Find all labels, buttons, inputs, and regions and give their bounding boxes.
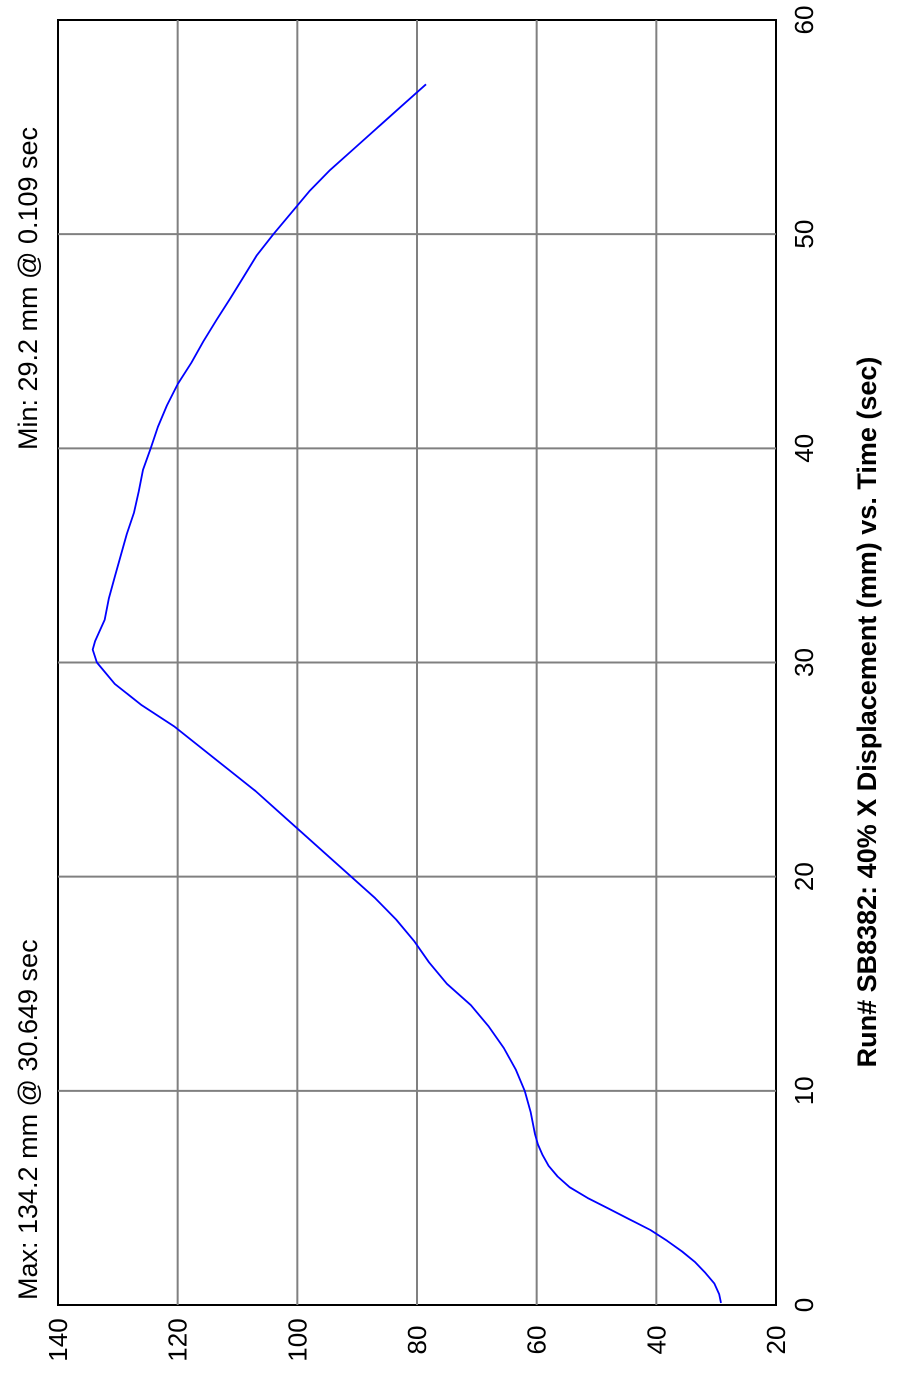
y-tick-label: 140 xyxy=(43,1318,73,1361)
max-annotation: Max: 134.2 mm @ 30.649 sec xyxy=(13,939,43,1300)
tick-labels: 0 10 20 30 40 50 60 20 40 60 80 100 120 140 xyxy=(43,6,819,1362)
x-tick-label: 30 xyxy=(789,648,819,677)
y-tick-label: 120 xyxy=(163,1318,193,1361)
min-annotation: Min: 29.2 mm @ 0.109 sec xyxy=(13,127,43,450)
series-line-0 xyxy=(91,83,722,1304)
x-tick-label: 40 xyxy=(789,434,819,463)
x-tick-label: 0 xyxy=(789,1298,819,1312)
chart-title: Run# SB8382: 40% X Displacement (mm) vs.… xyxy=(852,357,882,1068)
series-layer xyxy=(91,83,722,1304)
y-tick-label: 100 xyxy=(282,1318,312,1361)
y-tick-label: 80 xyxy=(402,1326,432,1355)
grid xyxy=(58,20,776,1305)
y-tick-label: 20 xyxy=(761,1326,791,1355)
x-tick-label: 10 xyxy=(789,1076,819,1105)
x-tick-label: 60 xyxy=(789,6,819,35)
x-tick-label: 50 xyxy=(789,220,819,249)
x-tick-label: 20 xyxy=(789,862,819,891)
y-tick-label: 40 xyxy=(641,1326,671,1355)
y-tick-label: 60 xyxy=(522,1326,552,1355)
